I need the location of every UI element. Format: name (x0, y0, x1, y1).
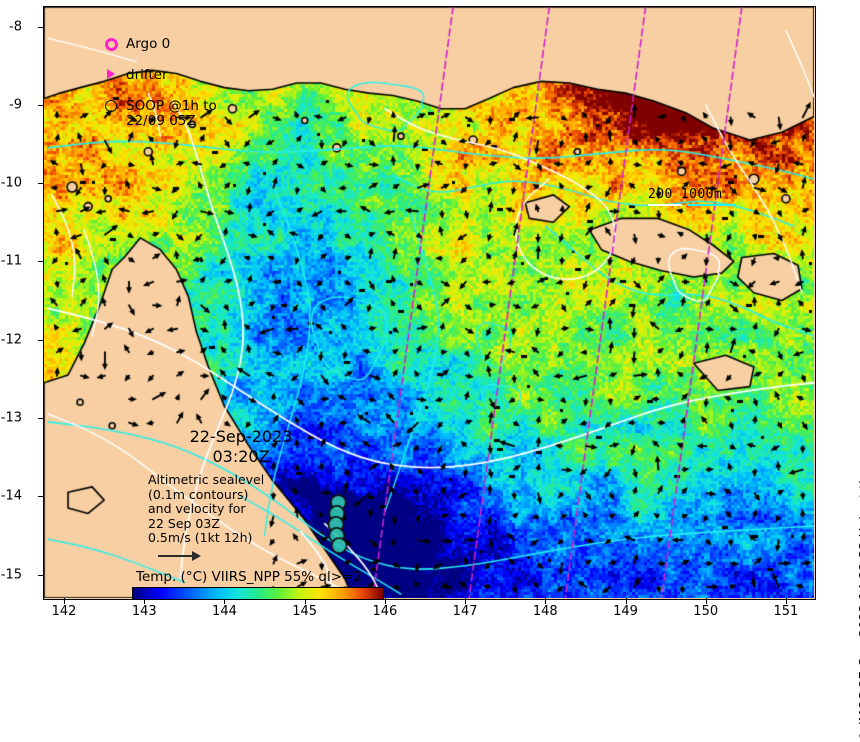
y-axis-tick-label: -8 (9, 19, 22, 35)
y-axis-tick (38, 496, 44, 498)
y-axis-tick (38, 104, 44, 106)
y-axis-tick-label: -14 (0, 488, 22, 504)
marker-legend: Argo 0 drifter SOOP @1h to 22/09 05Z (96, 37, 296, 145)
y-axis-tick (38, 574, 44, 576)
x-axis-tick-label: 150 (693, 604, 719, 619)
argo-ring-icon (96, 37, 126, 51)
y-axis-tick-label: -9 (9, 97, 22, 113)
drifter-triangle-icon (96, 68, 126, 79)
x-axis-tick-label: 144 (212, 604, 237, 619)
legend-item-soop[interactable]: SOOP @1h to 22/09 05Z (96, 99, 296, 129)
x-axis-tick (304, 598, 306, 604)
description-annotation: Altimetric sealevel (0.1m contours) and … (148, 472, 323, 563)
x-axis-tick (384, 598, 386, 604)
y-axis-tick-label: -10 (0, 175, 22, 191)
x-axis-tick (785, 598, 787, 604)
description-line-5: 0.5m/s (1kt 12h) (148, 530, 253, 545)
legend-label-drifter: drifter (126, 67, 168, 83)
legend-label-soop-line2: 22/09 05Z (126, 113, 196, 129)
annotation-date: 22-Sep-2023 (189, 427, 293, 446)
x-axis-tick-label: 151 (773, 604, 799, 619)
x-axis-tick-label: 149 (613, 604, 638, 619)
isobath-1000m-swatch (688, 204, 736, 206)
colorbar-gradient (132, 587, 384, 599)
x-axis-tick (144, 598, 146, 604)
x-axis-tick-label: 146 (372, 604, 398, 619)
map-overlay-layer (44, 7, 814, 598)
annotation-time: 03:20Z (212, 447, 270, 466)
description-line-1: Altimetric sealevel (148, 472, 265, 487)
legend-item-argo[interactable]: Argo 0 (96, 37, 296, 52)
x-axis-tick-label: 142 (51, 604, 77, 619)
y-axis-tick (38, 339, 44, 341)
x-axis-tick-label: 148 (532, 604, 558, 619)
x-axis-tick (224, 598, 226, 604)
soop-ring-icon (96, 99, 126, 112)
description-line-4: 22 Sep 03Z (148, 515, 220, 531)
colorbar-title: Temp. (°C) VIIRS_NPP 55% ql>=2 (136, 569, 362, 585)
legend-item-drifter[interactable]: drifter (96, 68, 296, 83)
description-line-2: (0.1m contours) (148, 486, 249, 502)
y-axis: -8 -9 -10 -11 -12 -13 -14 -15 (0, 0, 34, 640)
bathymetry-legend: 200 1000m (648, 187, 736, 208)
date-annotation: 22-Sep-2023 03:20Z (136, 427, 346, 467)
x-axis-tick (64, 598, 66, 604)
y-axis-tick-label: -15 (0, 567, 22, 583)
x-axis-tick (705, 598, 707, 604)
x-axis-tick (545, 598, 547, 604)
y-axis-tick-label: -12 (0, 332, 22, 348)
y-axis-tick-label: -13 (0, 410, 22, 426)
legend-label-argo: Argo 0 (126, 36, 171, 52)
description-line-3: and velocity for (148, 501, 246, 516)
bathymetry-legend-label: 200 1000m (648, 187, 723, 202)
velocity-reference-arrow-icon (158, 549, 323, 563)
colorbar: Temp. (°C) VIIRS_NPP 55% ql>=2 232425262… (132, 569, 384, 599)
legend-label-soop-line1: SOOP @1h to (126, 98, 217, 114)
y-axis-tick (38, 26, 44, 28)
y-axis-tick (38, 417, 44, 419)
x-axis-tick (465, 598, 467, 604)
x-axis-tick-label: 147 (452, 604, 478, 619)
x-axis-tick-label: 145 (292, 604, 318, 619)
map-plot-area[interactable]: Argo 0 drifter SOOP @1h to 22/09 05Z 200… (43, 6, 816, 600)
x-axis-tick (625, 598, 627, 604)
isobath-200m-swatch (648, 204, 682, 206)
y-axis-tick-label: -11 (0, 253, 22, 269)
y-axis-tick (38, 183, 44, 185)
x-axis-tick-label: 143 (131, 604, 157, 619)
y-axis-tick (38, 261, 44, 263)
